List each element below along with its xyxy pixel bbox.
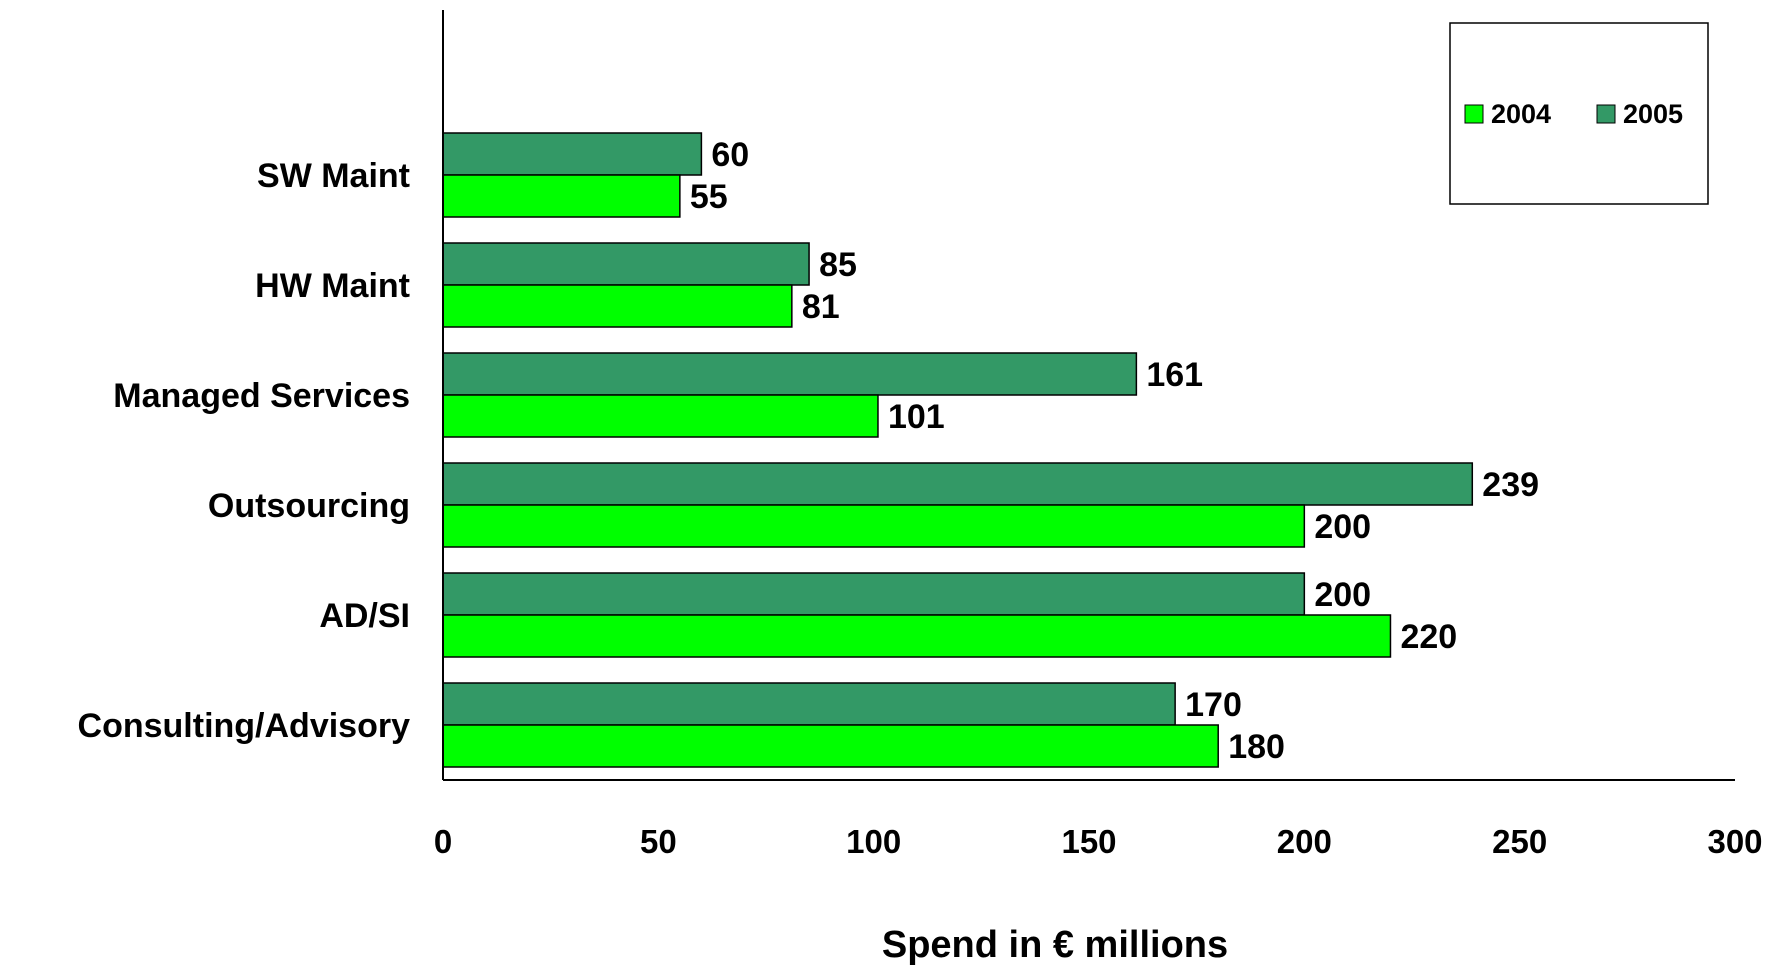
x-tick-label-250: 250 <box>1492 823 1547 860</box>
category-labels-group: SW Maint HW Maint Managed Services Outsourc… <box>78 157 411 745</box>
category-label-ad-si: AD/SI <box>319 597 410 635</box>
data-label-managed-services-2004: 101 <box>888 398 945 436</box>
category-label-managed-services: Managed Services <box>113 377 410 415</box>
x-tick-label-100: 100 <box>846 823 901 860</box>
x-tick-label-50: 50 <box>640 823 677 860</box>
data-label-hw-maint-2005: 85 <box>819 246 857 284</box>
bar-sw-maint-2005 <box>442 132 703 176</box>
x-tick-label-300: 300 <box>1707 823 1762 860</box>
bar-managed-services-2005 <box>442 352 1138 396</box>
legend-label-2005: 2005 <box>1623 99 1683 129</box>
category-label-consulting-advisory: Consulting/Advisory <box>78 707 411 745</box>
x-tick-label-0: 0 <box>434 823 452 860</box>
bar-ad-si-2005 <box>442 572 1306 616</box>
x-tick-label-150: 150 <box>1061 823 1116 860</box>
x-tick-labels-group: 0 50 100 150 200 250 300 <box>434 823 1763 860</box>
data-label-sw-maint-2004: 55 <box>690 178 728 216</box>
legend-label-2004: 2004 <box>1491 99 1551 129</box>
data-label-ad-si-2005: 200 <box>1314 576 1371 614</box>
data-label-managed-services-2005: 161 <box>1146 356 1203 394</box>
data-label-consulting-advisory-2004: 180 <box>1228 728 1285 766</box>
data-label-outsourcing-2004: 200 <box>1314 508 1371 546</box>
bar-managed-services-2004 <box>442 394 879 438</box>
bar-outsourcing-2004 <box>442 504 1306 548</box>
data-label-outsourcing-2005: 239 <box>1482 466 1539 504</box>
legend-swatch-2005 <box>1596 104 1616 124</box>
bar-hw-maint-2005 <box>442 242 810 286</box>
data-label-consulting-advisory-2005: 170 <box>1185 686 1242 724</box>
data-label-sw-maint-2005: 60 <box>711 136 749 174</box>
legend-swatch-2004 <box>1464 104 1484 124</box>
category-label-sw-maint: SW Maint <box>257 157 410 195</box>
bar-sw-maint-2004 <box>442 174 681 218</box>
category-label-hw-maint: HW Maint <box>255 267 410 305</box>
x-axis-title: Spend in € millions <box>882 924 1228 966</box>
bar-consulting-advisory-2004 <box>442 724 1219 768</box>
data-label-hw-maint-2004: 81 <box>802 288 840 326</box>
data-label-ad-si-2004: 220 <box>1400 618 1457 656</box>
legend: 2004 2005 <box>1449 22 1709 205</box>
bar-ad-si-2004 <box>442 614 1392 658</box>
bar-outsourcing-2005 <box>442 462 1474 506</box>
bar-hw-maint-2004 <box>442 284 793 328</box>
x-tick-label-200: 200 <box>1277 823 1332 860</box>
legend-box <box>1449 22 1709 205</box>
bars-group <box>442 132 1474 768</box>
data-labels-group: 60 55 85 81 161 101 239 200 200 220 170 180 <box>690 136 1539 766</box>
bar-consulting-advisory-2005 <box>442 682 1176 726</box>
category-label-outsourcing: Outsourcing <box>208 487 410 525</box>
